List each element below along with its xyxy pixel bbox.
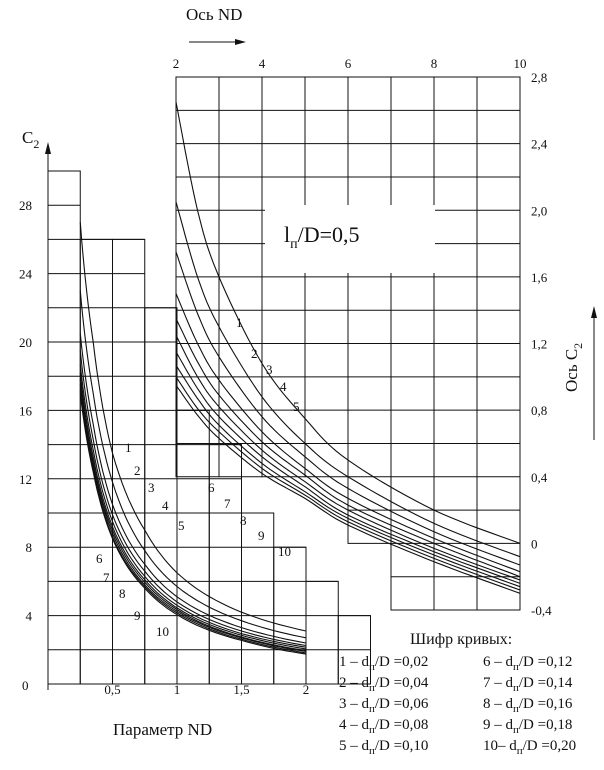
left-grid [47,170,371,685]
legend-entry: 5 – dп/D =0,10 [339,738,428,757]
left-grid-col [47,170,81,685]
legend-entry: 2 – dп/D =0,04 [339,675,429,694]
left-series-line-6 [79,372,307,650]
right-x-tick-label: 8 [431,56,438,71]
left-x-tick-label: 2 [303,682,310,697]
left-series-line-10 [79,393,307,655]
right-ylabel: Ось C2 [562,343,585,392]
left-grid-col [305,580,339,685]
right-series-label: 7 [224,496,231,511]
left-series-label: 6 [96,551,103,566]
right-series-label: 10 [278,544,291,559]
right-y-tick-label: 2,0 [531,203,547,218]
legend-entry: 9 – dп/D =0,18 [483,717,572,736]
left-y-tick-label: 4 [26,609,33,624]
right-series-line-10 [175,384,521,594]
right-title: Ось ND [186,5,242,24]
left-series-label: 9 [134,608,141,623]
left-series-line-9 [79,389,307,654]
right-y-tick-label: 0,8 [531,403,547,418]
right-series-line-4 [175,293,521,573]
right-y-tick-label: -0,4 [531,603,552,618]
right-series-label: 8 [240,513,247,528]
legend-entry: 1 – dп/D =0,02 [339,654,428,673]
right-series-label: 3 [266,362,273,377]
right-y-tick-label: 1,6 [531,270,548,285]
left-series-line-4 [79,350,307,647]
legend-title: Шифр кривых: [410,631,512,648]
left-series-label: 10 [156,624,169,639]
left-series-label: 1 [125,440,132,455]
right-y-tick-label: 2,4 [531,137,548,152]
left-series-line-8 [79,384,307,653]
legend-entry: 8 – dп/D =0,16 [483,696,573,715]
left-series-line-5 [79,364,307,648]
left-series-line-3 [79,333,307,644]
annotation-box [265,205,435,273]
right-series-label: 5 [293,399,300,414]
left-curves [79,222,307,655]
left-series-label: 3 [148,480,155,495]
legend-entry: 10– dп/D =0,20 [483,738,576,757]
legend-entry: 7 – dп/D =0,14 [483,675,573,694]
right-series-line-8 [175,364,521,588]
left-series-label: 7 [103,570,110,585]
right-x-tick-label: 10 [514,56,527,71]
left-x-tick-label: 0,5 [104,682,120,697]
right-curves [175,101,521,594]
right-series-line-2 [175,201,521,558]
legend: 1 – dп/D =0,02 2 – dп/D =0,04 3 – dп/D =0,… [339,654,576,757]
right-ticks: 2 4 6 8 10 -0,4 0 0,4 0,8 1,2 1,6 2,0 2,4 2,8 [173,56,552,618]
right-x-tick-label: 6 [345,56,352,71]
left-origin-tick-label: 0 [22,678,29,693]
left-x-tick-label: 1 [174,682,181,697]
right-y-tick-label: 1,2 [531,337,547,352]
legend-entry: 3 – dп/D =0,06 [339,696,429,715]
right-series-label: 2 [251,346,258,361]
left-y-arrowhead [45,142,51,154]
left-grid-col [79,238,113,685]
left-series-label: 2 [134,463,141,478]
legend-entry: 4 – dп/D =0,08 [339,717,428,736]
left-y-tick-label: 28 [19,198,32,213]
right-y-tick-label: 0 [531,536,538,551]
left-series-line-7 [79,379,307,652]
right-series-line-6 [175,334,521,581]
right-y-tick-label: 2,8 [531,70,547,85]
left-series-label: 5 [178,518,185,533]
right-series-label: 1 [236,315,243,330]
right-series-label: 6 [208,480,215,495]
right-series-label: 9 [258,528,265,543]
right-grid [175,76,521,611]
left-xlabel: Параметр ND [113,720,212,739]
left-x-tick-label: 1,5 [233,682,249,697]
left-y-tick-label: 20 [19,335,32,350]
left-y-tick-label: 16 [19,403,33,418]
left-series-label: 8 [119,586,126,601]
right-series-line-3 [175,251,521,566]
right-series-line-7 [175,351,521,584]
legend-entry: 6 – dп/D =0,12 [483,654,572,673]
right-title-arrowhead [235,39,246,45]
left-ylabel: C2 [22,128,39,151]
left-series-label: 4 [162,498,169,513]
left-series-line-2 [79,290,307,639]
right-y-tick-label: 0,4 [531,470,548,485]
right-series-line-1 [175,101,521,544]
left-y-tick-label: 24 [19,267,33,282]
left-y-tick-label: 8 [26,540,33,555]
right-series-label: 4 [280,379,287,394]
right-x-tick-label: 4 [259,56,266,71]
left-y-tick-label: 12 [19,472,32,487]
ratio-annotation: lп/D=0,5 [284,222,360,252]
right-series-line-5 [175,318,521,578]
right-y-arrowhead [591,306,597,318]
right-series-line-9 [175,376,521,591]
right-x-tick-label: 2 [173,56,180,71]
left-series-line-1 [79,222,307,632]
